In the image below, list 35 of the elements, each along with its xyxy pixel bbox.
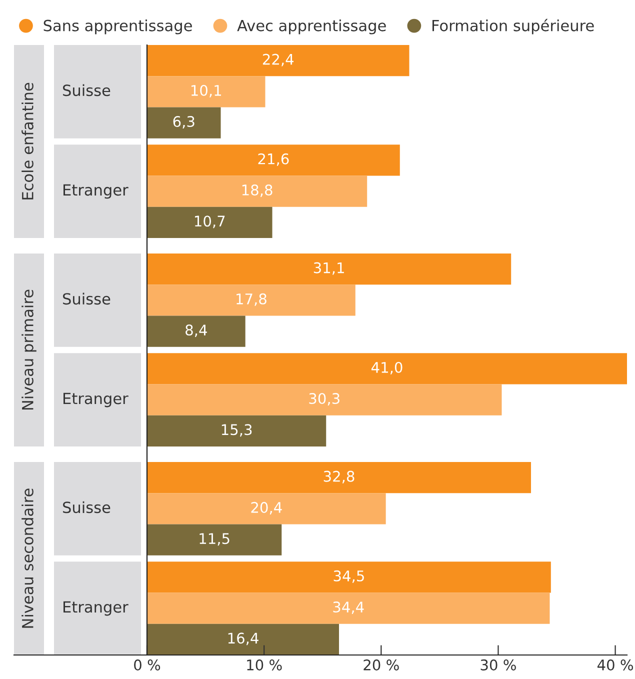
- y-tick-label: Etranger: [64, 184, 128, 199]
- data-label: 10,1: [191, 84, 222, 98]
- data-label: 32,8: [324, 470, 354, 484]
- legend-label: Sans apprentissage: [44, 20, 192, 34]
- data-label: 6,3: [173, 116, 194, 129]
- data-label: 30,3: [309, 392, 340, 406]
- y-tick-label: Etranger: [64, 392, 128, 408]
- x-tick-label: 10 %: [247, 659, 282, 670]
- data-label: 15,3: [222, 424, 252, 437]
- x-tick-label: 40 %: [597, 659, 634, 670]
- data-label: 16,4: [228, 632, 258, 646]
- legend-label: Formation supérieure: [432, 18, 594, 34]
- text: Niveau primaire: [22, 290, 36, 410]
- data-label: 8,4: [186, 324, 207, 338]
- x-tick-label: 30 %: [480, 659, 516, 670]
- data-label: 11,5: [200, 533, 230, 546]
- legend-label: Avec apprentissage: [237, 20, 386, 34]
- x-tick-label: 20 %: [364, 659, 399, 670]
- data-label: 31,1: [314, 262, 344, 275]
- data-label: 41,0: [371, 362, 402, 374]
- data-label: 10,7: [195, 216, 225, 228]
- text: Niveau secondaire: [22, 488, 34, 628]
- data-label: 34,4: [333, 602, 364, 614]
- text: Ecole enfantine: [22, 82, 34, 200]
- data-label: 22,4: [262, 54, 294, 66]
- y-tick-label: Etranger: [64, 601, 128, 616]
- y-tick-label: Suisse: [63, 84, 110, 96]
- y-tick-label: Suisse: [63, 292, 110, 305]
- x-tick-label: 0 %: [134, 659, 160, 670]
- data-label: 18,8: [242, 184, 272, 197]
- data-label: 34,5: [334, 570, 364, 583]
- y-tick-label: Suisse: [63, 501, 110, 514]
- data-label: 21,6: [258, 153, 289, 166]
- data-label: 17,8: [236, 293, 266, 306]
- data-label: 20,4: [251, 502, 282, 514]
